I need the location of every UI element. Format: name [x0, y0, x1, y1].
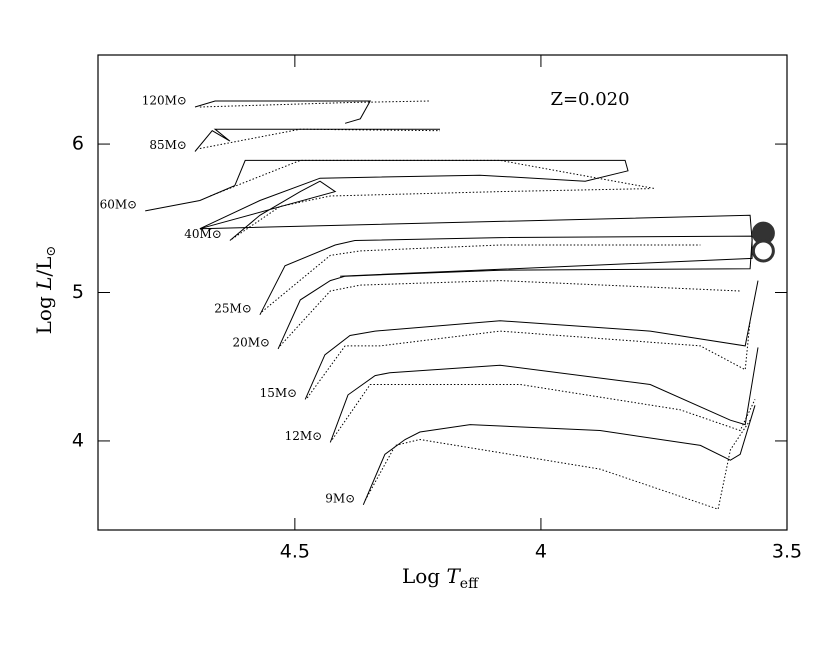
track-dotted: [364, 419, 751, 510]
y-axis-label: Log L/L⊙: [32, 246, 59, 335]
y-tick-label: 4: [72, 429, 84, 451]
track-solid: [199, 180, 753, 241]
track-label: 15M⊙: [260, 386, 298, 400]
x-label-italic: T: [446, 564, 461, 588]
x-tick-label: 4.5: [280, 541, 310, 563]
track-solid: [362, 405, 756, 505]
track-dotted: [199, 100, 431, 108]
x-axis-label: Log Teff: [402, 564, 479, 593]
track-dotted: [261, 244, 701, 313]
track-solid: [277, 239, 753, 350]
track-dotted: [231, 188, 651, 240]
track-label: 25M⊙: [214, 301, 252, 315]
track-dotted: [331, 384, 756, 440]
annotation: Z=0.020: [550, 89, 629, 110]
track-dotted: [279, 280, 741, 347]
x-tick-label: 3.5: [772, 541, 802, 563]
track-dotted: [199, 128, 441, 149]
x-label-main: Log: [402, 564, 446, 588]
track-label: 20M⊙: [232, 335, 270, 349]
track-label: 120M⊙: [142, 93, 187, 107]
track-dotted: [306, 320, 751, 399]
x-tick-label: 4: [535, 541, 547, 563]
y-label-rest: /L: [32, 257, 56, 277]
plot-frame: [97, 54, 788, 531]
x-label-sub: eff: [460, 576, 479, 592]
track-solid: [194, 128, 440, 152]
track-label: 40M⊙: [184, 227, 222, 241]
track-solid: [145, 159, 629, 230]
track-label: 12M⊙: [285, 429, 323, 443]
track-label: 9M⊙: [325, 491, 355, 505]
y-tick-label: 5: [72, 281, 84, 303]
track-solid: [329, 347, 759, 443]
track-solid: [194, 100, 372, 124]
y-tick-label: 6: [72, 133, 84, 155]
y-label-italic: L: [32, 277, 56, 291]
track-label: 85M⊙: [149, 138, 187, 152]
y-label-sub: ⊙: [44, 246, 59, 257]
track-dotted: [210, 159, 656, 197]
y-label-main: Log: [32, 290, 56, 334]
marker: [751, 239, 775, 263]
track-label: 60M⊙: [100, 197, 138, 211]
track-solid: [304, 280, 759, 400]
track-solid: [259, 235, 753, 316]
